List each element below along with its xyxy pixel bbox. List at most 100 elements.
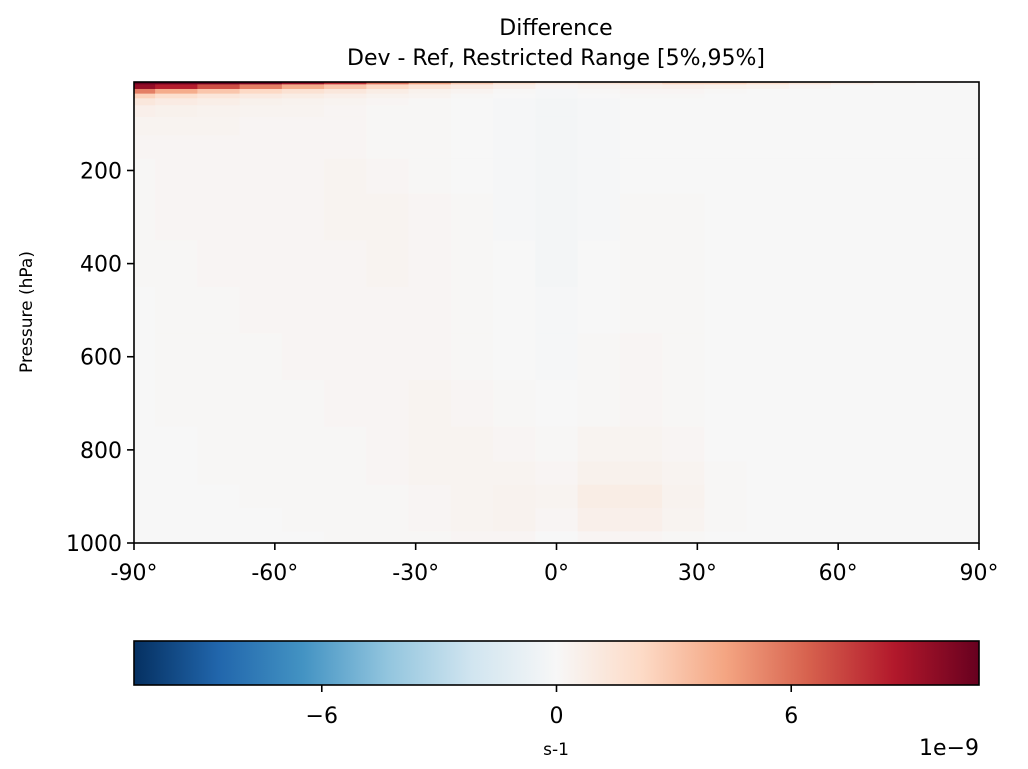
heatmap-cell: [535, 82, 579, 85]
heatmap-cell: [957, 116, 979, 137]
heatmap-cell: [281, 240, 325, 288]
heatmap-cell: [535, 461, 579, 486]
heatmap-cell: [873, 193, 917, 241]
heatmap-cells: [134, 82, 979, 543]
heatmap-cell: [239, 484, 283, 509]
heatmap-cell: [831, 82, 874, 85]
heatmap-cell: [324, 531, 367, 543]
heatmap-cell: [831, 116, 874, 137]
heatmap-cell: [324, 84, 367, 90]
heatmap-cell: [408, 93, 452, 99]
heatmap-cell: [788, 380, 832, 428]
heatmap-cell: [831, 193, 874, 241]
heatmap-cell: [577, 105, 621, 118]
heatmap-cell: [493, 508, 536, 532]
y-axis: 200 400 600 800 1000: [66, 159, 134, 557]
heatmap-cell: [788, 93, 832, 99]
heatmap-cell: [915, 158, 959, 195]
heatmap-cell: [155, 426, 198, 463]
heatmap-cell: [619, 193, 663, 241]
heatmap-cell: [704, 93, 748, 99]
heatmap-cell: [704, 88, 748, 95]
heatmap-cell: [134, 461, 156, 486]
heatmap-cell: [197, 105, 241, 118]
heatmap-cell: [957, 82, 979, 85]
heatmap-cell: [704, 484, 748, 509]
heatmap-cell: [577, 240, 621, 288]
heatmap-cell: [281, 98, 325, 106]
heatmap-cell: [746, 531, 790, 543]
heatmap-cell: [662, 158, 705, 195]
heatmap-cell: [134, 82, 156, 85]
heatmap-cell: [408, 98, 452, 106]
heatmap-cell: [619, 531, 663, 543]
heatmap-cell: [281, 93, 325, 99]
heatmap-cell: [577, 286, 621, 335]
heatmap-cell: [831, 531, 874, 543]
heatmap-cell: [957, 88, 979, 95]
heatmap-cell: [746, 484, 790, 509]
heatmap-cell: [957, 286, 979, 335]
heatmap-cell: [704, 531, 748, 543]
heatmap-cell: [324, 484, 367, 509]
heatmap-cell: [155, 93, 198, 99]
heatmap-cell: [535, 84, 579, 90]
heatmap-cell: [239, 116, 283, 137]
heatmap-cell: [873, 380, 917, 428]
heatmap-cell: [619, 158, 663, 195]
heatmap-cell: [366, 531, 410, 543]
heatmap-cell: [619, 484, 663, 509]
heatmap-cell: [535, 105, 579, 118]
heatmap-cell: [324, 193, 367, 241]
heatmap-cell: [366, 116, 410, 137]
heatmap-cell: [788, 286, 832, 335]
heatmap-cell: [873, 508, 917, 532]
heatmap-cell: [493, 380, 536, 428]
heatmap-cell: [155, 286, 198, 335]
heatmap-cell: [281, 380, 325, 428]
heatmap-cell: [324, 116, 367, 137]
heatmap-cell: [239, 333, 283, 381]
heatmap-cell: [831, 240, 874, 288]
heatmap-cell: [197, 240, 241, 288]
heatmap-cell: [577, 484, 621, 509]
heatmap-cell: [746, 135, 790, 160]
heatmap-cell: [366, 88, 410, 95]
heatmap-cell: [746, 508, 790, 532]
heatmap-cell: [134, 380, 156, 428]
colorbar-label: s-1: [543, 740, 569, 760]
heatmap-cell: [408, 84, 452, 90]
heatmap-cell: [155, 333, 198, 381]
heatmap-cell: [450, 380, 494, 428]
heatmap-cell: [134, 158, 156, 195]
heatmap-cell: [281, 508, 325, 532]
heatmap-cell: [535, 93, 579, 99]
heatmap-cell: [493, 286, 536, 335]
heatmap-cell: [662, 461, 705, 486]
heatmap-cell: [704, 380, 748, 428]
heatmap-cell: [239, 98, 283, 106]
heatmap-cell: [134, 135, 156, 160]
heatmap-cell: [408, 135, 452, 160]
heatmap-cell: [197, 333, 241, 381]
heatmap-cell: [408, 240, 452, 288]
heatmap-cell: [493, 135, 536, 160]
heatmap-cell: [577, 531, 621, 543]
heatmap-cell: [408, 82, 452, 85]
heatmap-cell: [662, 380, 705, 428]
heatmap-cell: [662, 88, 705, 95]
heatmap-cell: [662, 84, 705, 90]
heatmap-cell: [704, 508, 748, 532]
heatmap-cell: [915, 82, 959, 85]
heatmap-cell: [450, 98, 494, 106]
heatmap-cell: [239, 461, 283, 486]
heatmap-cell: [324, 380, 367, 428]
heatmap-cell: [366, 333, 410, 381]
heatmap-cell: [915, 84, 959, 90]
heatmap-cell: [134, 426, 156, 463]
heatmap-cell: [155, 105, 198, 118]
heatmap-cell: [788, 333, 832, 381]
heatmap-cell: [197, 88, 241, 95]
heatmap-cell: [155, 158, 198, 195]
